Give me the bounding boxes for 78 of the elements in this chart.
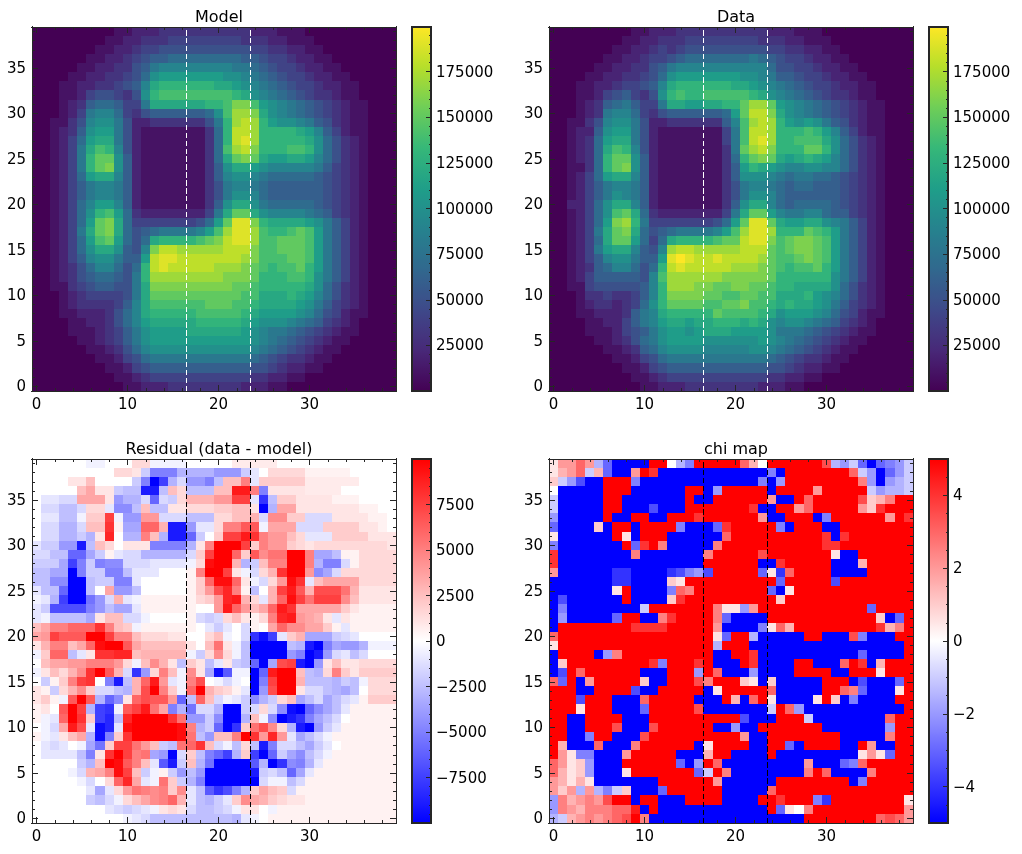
y-tick-label: 35 xyxy=(6,58,26,77)
x-tick-label: 30 xyxy=(817,826,837,845)
y-tick-label: 0 xyxy=(16,809,26,828)
y-tick-label: 10 xyxy=(6,286,26,305)
color-bar-label: 0 xyxy=(436,632,446,650)
x-tick-label: 0 xyxy=(548,394,559,413)
color-bar-label: 150000 xyxy=(953,108,1011,127)
color-bar-label: 175000 xyxy=(436,62,494,81)
y-tick-label: 10 xyxy=(6,718,26,737)
y-tick-label: 5 xyxy=(533,763,543,782)
color-bar-label: 175000 xyxy=(953,62,1011,81)
chart-title: chi map xyxy=(703,438,769,458)
x-tick-label: 10 xyxy=(635,826,655,845)
y-tick-label: 0 xyxy=(533,377,543,396)
x-tick-label: 20 xyxy=(726,826,746,845)
y-tick-label: 0 xyxy=(16,377,26,396)
color-bar-label: 7500 xyxy=(436,495,475,514)
x-tick-label: 10 xyxy=(118,826,138,845)
y-tick-label: 15 xyxy=(6,240,26,259)
y-tick-label: 5 xyxy=(16,331,26,350)
y-tick-label: 20 xyxy=(523,195,543,214)
color-bar-label: 25000 xyxy=(953,336,1001,355)
color-bar-label: −2 xyxy=(953,704,976,723)
chart-title: Data xyxy=(716,6,756,26)
y-tick-label: 25 xyxy=(523,581,543,600)
x-tick-label: 10 xyxy=(118,394,138,413)
chart-title: Model xyxy=(194,6,244,26)
color-bar-label: 125000 xyxy=(436,153,494,172)
y-tick-label: 25 xyxy=(523,149,543,168)
color-bar-label: 5000 xyxy=(436,541,475,559)
y-tick-label: 30 xyxy=(523,104,543,123)
y-tick-label: 15 xyxy=(523,672,543,691)
y-tick-label: 10 xyxy=(523,718,543,737)
color-bar-label: 0 xyxy=(953,632,963,650)
color-bar-label: 100000 xyxy=(436,199,494,218)
x-tick-label: 30 xyxy=(300,394,320,413)
color-bar-label: −2500 xyxy=(436,677,487,696)
color-bar-label: −4 xyxy=(953,777,976,796)
y-tick-label: 30 xyxy=(6,536,26,555)
x-tick-label: 0 xyxy=(548,826,559,845)
y-tick-label: 20 xyxy=(6,627,26,646)
x-tick-label: 0 xyxy=(31,394,42,413)
x-tick-label: 10 xyxy=(635,394,655,413)
x-tick-label: 30 xyxy=(300,826,320,845)
y-tick-label: 25 xyxy=(6,581,26,600)
color-bar-label: −7500 xyxy=(436,768,487,787)
color-bar-label: 2500 xyxy=(436,586,475,605)
y-tick-label: 5 xyxy=(16,763,26,782)
color-bar-label: −5000 xyxy=(436,723,487,741)
color-bar-label: 50000 xyxy=(436,290,484,309)
x-tick-label: 20 xyxy=(726,394,746,413)
y-tick-label: 15 xyxy=(523,240,543,259)
y-tick-label: 30 xyxy=(6,104,26,123)
color-bar-label: 50000 xyxy=(953,290,1001,309)
y-tick-label: 30 xyxy=(523,536,543,555)
color-bar-label: 75000 xyxy=(953,245,1001,264)
color-bar-label: 25000 xyxy=(436,336,484,355)
color-bar-label: 4 xyxy=(953,486,963,505)
y-tick-label: 0 xyxy=(533,809,543,828)
chart-title: Residual (data - model) xyxy=(125,438,313,458)
y-tick-label: 25 xyxy=(6,149,26,168)
y-tick-label: 20 xyxy=(6,195,26,214)
x-tick-label: 30 xyxy=(817,394,837,413)
x-tick-label: 20 xyxy=(209,826,229,845)
color-bar-label: 2 xyxy=(953,559,963,578)
color-bar-label: 150000 xyxy=(436,108,494,127)
color-bar-label: 100000 xyxy=(953,199,1011,218)
y-tick-label: 20 xyxy=(523,627,543,646)
y-tick-label: 5 xyxy=(533,331,543,350)
y-tick-label: 10 xyxy=(523,286,543,305)
color-bar-label: 125000 xyxy=(953,153,1011,172)
y-tick-label: 35 xyxy=(523,58,543,77)
y-tick-label: 35 xyxy=(6,490,26,509)
x-tick-label: 0 xyxy=(31,826,42,845)
x-tick-label: 20 xyxy=(209,394,229,413)
color-bar-label: 75000 xyxy=(436,245,484,264)
y-tick-label: 15 xyxy=(6,672,26,691)
y-tick-label: 35 xyxy=(523,490,543,509)
